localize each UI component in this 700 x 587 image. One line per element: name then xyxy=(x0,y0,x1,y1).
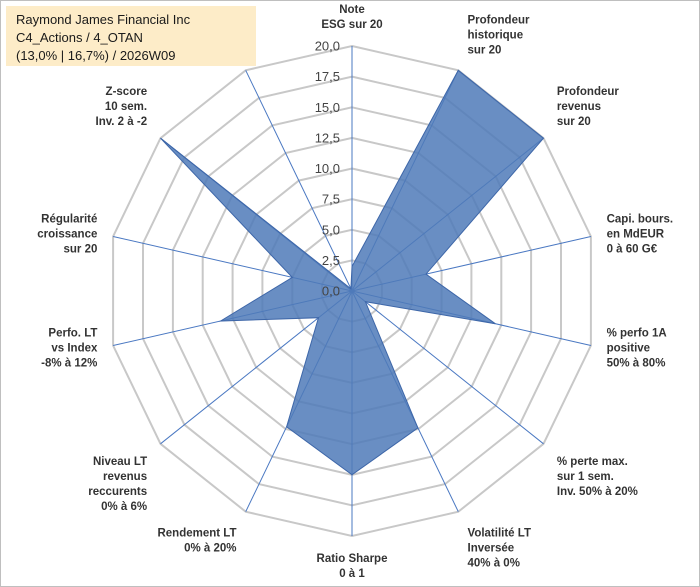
axis-label: % perfo 1A positive 50% à 80% xyxy=(607,328,667,370)
tick-label: 0,0 xyxy=(322,284,340,299)
tick-label: 12,5 xyxy=(315,130,340,145)
tick-label: 10,0 xyxy=(315,161,340,176)
axis-label: % perte max. sur 1 sem. Inv. 50% à 20% xyxy=(557,456,638,498)
axis-spoke xyxy=(245,70,353,292)
company-name: Raymond James Financial Inc xyxy=(16,12,191,27)
axis-label: Volatilité LT Inversée 40% à 0% xyxy=(468,528,531,570)
tick-labels: 0,0 2,5 5,0 7,5 10,0 12,5 15,0 17,5 20,0 xyxy=(315,39,340,299)
tick-label: 15,0 xyxy=(315,100,340,115)
tick-label: 5,0 xyxy=(322,222,340,237)
series-area xyxy=(160,69,545,476)
axis-label: Ratio Sharpe 0 à 1 xyxy=(317,553,388,580)
tick-label: 17,5 xyxy=(315,69,340,84)
tick-label: 20,0 xyxy=(315,39,340,54)
performance-summary: (13,0% | 16,7%) / 2026W09 xyxy=(16,48,176,63)
tick-label: 2,5 xyxy=(322,253,340,268)
axis-label: Profondeur historique sur 20 xyxy=(468,15,530,57)
axis-label: Rendement LT 0% à 20% xyxy=(157,528,236,555)
portfolio-label: C4_Actions / 4_OTAN xyxy=(16,30,143,45)
axis-labels: Note ESG sur 20 Profondeur historique sur 20… xyxy=(37,4,673,580)
axis-label: Z-score 10 sem. Inv. 2 à -2 xyxy=(96,86,148,128)
axis-label: Profondeur revenus sur 20 xyxy=(557,86,619,128)
axis-label: Capi. bours. en MdEUR 0 à 60 G€ xyxy=(607,213,673,255)
axis-label: Perfo. LT vs Index -8% à 12% xyxy=(41,328,98,370)
axis-label: Note ESG sur 20 xyxy=(321,4,382,31)
axis-label: Régularité croissance sur 20 xyxy=(37,213,97,255)
series-layer xyxy=(160,69,545,476)
tick-label: 7,5 xyxy=(322,192,340,207)
axis-label: Niveau LT revenus reccurents 0% à 6% xyxy=(88,456,147,513)
chart-title-box: Raymond James Financial Inc C4_Actions /… xyxy=(6,6,256,66)
axis-spoke xyxy=(351,290,544,445)
